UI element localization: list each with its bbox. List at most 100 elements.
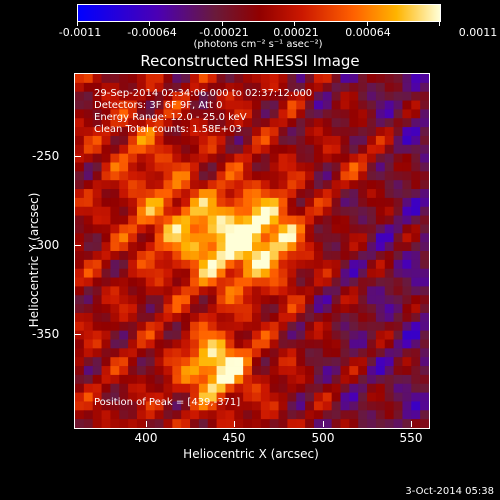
heatmap-cell xyxy=(198,180,209,190)
x-tick-label: 400 xyxy=(134,431,158,445)
heatmap-cell xyxy=(287,162,297,172)
heatmap-cell xyxy=(305,82,315,93)
heatmap-cell xyxy=(92,109,102,119)
heatmap-cell xyxy=(358,286,368,296)
heatmap-cell xyxy=(322,312,333,323)
heatmap-cell xyxy=(198,339,209,349)
heatmap-cell xyxy=(83,109,94,119)
heatmap-cell xyxy=(393,197,403,208)
heatmap-cell xyxy=(393,180,403,190)
heatmap-cell xyxy=(260,233,271,243)
heatmap-cell xyxy=(243,109,253,119)
heatmap-cell xyxy=(402,242,412,252)
heatmap-cell xyxy=(243,144,253,155)
heatmap-cell xyxy=(181,82,191,93)
heatmap-cell xyxy=(163,180,173,190)
heatmap-cell xyxy=(269,82,279,93)
heatmap-cell xyxy=(331,135,341,146)
heatmap-cell xyxy=(119,153,129,163)
heatmap-cell xyxy=(92,153,102,163)
heatmap-cell xyxy=(110,286,120,296)
heatmap-cell xyxy=(252,286,262,296)
heatmap-cell xyxy=(402,100,412,110)
heatmap-cell xyxy=(260,330,271,340)
heatmap-cell xyxy=(349,410,359,420)
heatmap-cell xyxy=(234,268,244,278)
heatmap-cell xyxy=(269,304,279,314)
heatmap-cell xyxy=(358,127,368,137)
heatmap-cell xyxy=(349,206,359,216)
heatmap-cell xyxy=(172,401,182,411)
heatmap-cell xyxy=(190,135,200,146)
heatmap-cell xyxy=(331,286,341,296)
heatmap-cell xyxy=(269,109,279,119)
heatmap-cell xyxy=(243,286,253,296)
heatmap-cell xyxy=(234,180,244,190)
heatmap-cell xyxy=(375,312,386,323)
heatmap-cell xyxy=(154,304,164,314)
heatmap-cell xyxy=(411,410,421,420)
heatmap-cell xyxy=(216,233,226,243)
heatmap-cell xyxy=(216,277,226,287)
info-line-counts: Clean Total counts: 1.58E+03 xyxy=(94,124,242,135)
heatmap-cell xyxy=(375,277,386,287)
heatmap-cell xyxy=(145,268,156,278)
heatmap-cell xyxy=(190,268,200,278)
heatmap-cell xyxy=(296,206,306,216)
heatmap-cell xyxy=(349,127,359,137)
heatmap-cell xyxy=(384,171,394,181)
heatmap-cell xyxy=(190,206,200,216)
heatmap-cell xyxy=(110,304,120,314)
heatmap-cell xyxy=(216,153,226,163)
heatmap-cell xyxy=(260,295,271,305)
heatmap-cell xyxy=(110,118,120,128)
heatmap-cell xyxy=(136,206,147,216)
heatmap-cell xyxy=(260,392,271,402)
heatmap-cell xyxy=(402,277,412,287)
heatmap-cell xyxy=(92,91,102,101)
heatmap-cell xyxy=(225,153,235,163)
heatmap-cell xyxy=(101,91,111,101)
heatmap-cell xyxy=(278,162,288,172)
x-tick-label: 550 xyxy=(399,431,423,445)
heatmap-cell xyxy=(110,189,120,199)
heatmap-cell xyxy=(260,242,271,252)
heatmap-cell xyxy=(190,348,200,358)
colorbar-label: 0.0011 xyxy=(458,26,498,39)
heatmap-cell xyxy=(172,304,182,314)
heatmap-cell xyxy=(260,268,271,278)
heatmap-cell xyxy=(198,206,209,216)
heatmap-cell xyxy=(110,357,120,367)
heatmap-cell xyxy=(331,180,341,190)
heatmap-cell xyxy=(411,135,421,146)
heatmap-cell xyxy=(367,259,377,270)
heatmap-cell xyxy=(181,383,191,393)
heatmap-cell xyxy=(331,233,341,243)
heatmap-cell xyxy=(411,100,421,110)
heatmap-cell xyxy=(420,374,429,385)
heatmap-cell xyxy=(225,242,235,252)
heatmap-cell xyxy=(269,366,279,376)
heatmap-cell xyxy=(287,233,297,243)
heatmap-cell xyxy=(393,109,403,119)
heatmap-cell xyxy=(154,215,164,225)
heatmap-cell xyxy=(331,277,341,287)
heatmap-cell xyxy=(190,392,200,402)
heatmap-cell xyxy=(225,74,235,84)
heatmap-cell xyxy=(375,357,386,367)
heatmap-cell xyxy=(207,171,217,181)
heatmap-cell xyxy=(296,366,306,376)
heatmap-cell xyxy=(172,127,182,137)
heatmap-cell xyxy=(75,304,85,314)
heatmap-cell xyxy=(216,91,226,101)
heatmap-cell xyxy=(411,374,421,385)
heatmap-cell xyxy=(154,330,164,340)
heatmap-cell xyxy=(243,82,253,93)
heatmap-cell xyxy=(234,410,244,420)
heatmap-cell xyxy=(269,233,279,243)
heatmap-cell xyxy=(110,197,120,208)
heatmap-cell xyxy=(402,153,412,163)
heatmap-cell xyxy=(190,374,200,385)
heatmap-cell xyxy=(75,383,85,393)
heatmap-cell xyxy=(216,242,226,252)
